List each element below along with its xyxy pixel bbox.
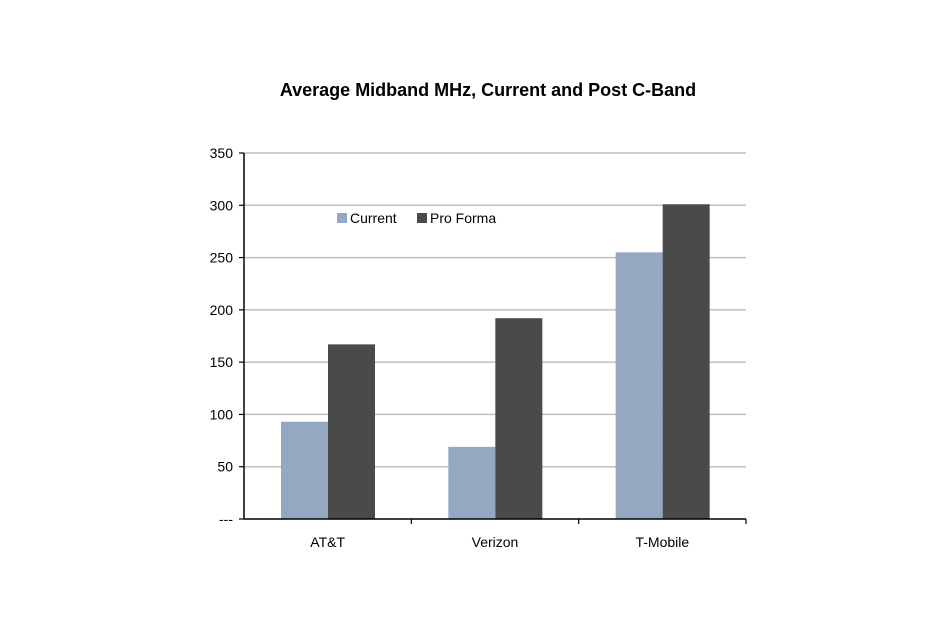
x-tick-label: Verizon [472, 534, 519, 550]
bar-pro-forma-t-mobile [662, 204, 710, 520]
y-tick-label: --- [219, 511, 233, 527]
chart-title: Average Midband MHz, Current and Post C-… [280, 80, 696, 100]
y-tick-label: 150 [210, 354, 234, 370]
legend-label-pro-forma: Pro Forma [430, 210, 496, 226]
y-tick-label: 100 [210, 406, 234, 422]
y-tick-label: 50 [217, 459, 233, 475]
x-tick-label: T-Mobile [635, 534, 689, 550]
y-tick-label: 350 [210, 145, 234, 161]
y-tick-label: 300 [210, 197, 234, 213]
bar-current-verizon [448, 446, 496, 519]
y-tick-label: 250 [210, 250, 234, 266]
legend-swatch-pro-forma [417, 213, 427, 223]
bar-current-t-mobile [615, 252, 663, 520]
legend-label-current: Current [350, 210, 397, 226]
x-tick-label: AT&T [310, 534, 345, 550]
y-tick-labels: --- 50 100 150 200 250 300 350 [210, 145, 234, 527]
bar-current-at-t [281, 421, 328, 519]
y-tick-label: 200 [210, 302, 234, 318]
legend: Current Pro Forma [337, 210, 496, 226]
bar-pro-forma-verizon [495, 318, 543, 519]
x-tick-labels: AT&T Verizon T-Mobile [310, 534, 689, 550]
bar-pro-forma-at-t [328, 344, 375, 519]
legend-swatch-current [337, 213, 347, 223]
bars [281, 204, 710, 520]
axes [239, 152, 747, 524]
grid-lines [244, 152, 746, 468]
